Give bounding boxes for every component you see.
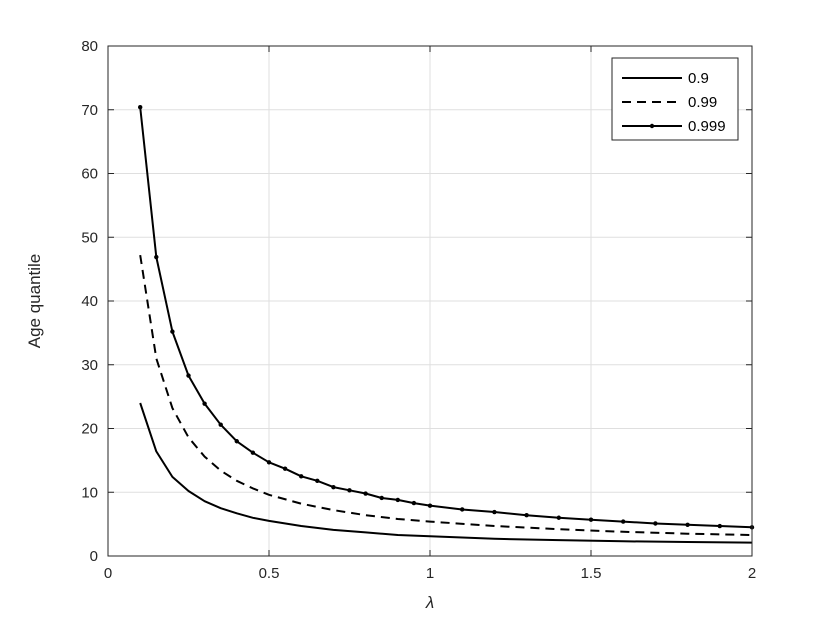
data-point	[154, 254, 159, 260]
legend-label: 0.999	[688, 118, 726, 135]
legend-label: 0.9	[688, 70, 709, 87]
y-tick-label: 80	[81, 38, 98, 55]
y-tick-label: 60	[81, 166, 98, 183]
data-point	[379, 495, 384, 501]
y-tick-label: 30	[81, 357, 98, 374]
data-point	[621, 519, 626, 524]
data-point	[427, 503, 433, 508]
y-tick-label: 10	[81, 484, 98, 501]
data-point	[411, 500, 417, 506]
data-point	[524, 513, 529, 518]
data-point	[186, 373, 191, 378]
data-point	[202, 401, 207, 406]
data-point	[363, 491, 368, 496]
y-tick-label: 50	[81, 229, 98, 246]
data-point	[492, 509, 497, 515]
data-point	[234, 439, 239, 444]
legend: 0.9 0.99 0.999	[611, 57, 739, 141]
y-tick-label: 0	[90, 548, 98, 565]
data-point	[588, 517, 594, 522]
axis-ticks	[107, 45, 753, 557]
data-point	[315, 478, 320, 483]
data-point	[460, 507, 465, 512]
data-point	[395, 497, 400, 503]
series-layer	[138, 105, 755, 544]
x-tick-label: 0	[104, 565, 112, 582]
data-point	[218, 422, 223, 427]
data-point	[556, 515, 561, 520]
x-tick-label: 1	[426, 565, 434, 582]
data-point	[717, 523, 722, 529]
data-point	[250, 450, 256, 455]
y-axis-label: Age quantile	[25, 254, 44, 349]
x-tick-label: 2	[748, 565, 756, 582]
legend-marker	[649, 123, 655, 129]
y-tick-label: 40	[81, 293, 98, 310]
x-tick-label: 1.5	[581, 565, 602, 582]
data-point	[653, 521, 658, 526]
data-point	[282, 466, 288, 471]
x-tick-label: 0.5	[259, 565, 280, 582]
data-point	[347, 488, 352, 493]
y-tick-label: 20	[81, 421, 98, 438]
series-line-0.9	[139, 402, 753, 544]
x-axis-label: λ	[425, 593, 434, 612]
data-point	[331, 484, 336, 490]
legend-label: 0.99	[688, 94, 717, 111]
data-point	[170, 329, 175, 334]
data-point	[138, 105, 143, 110]
data-point	[685, 522, 690, 527]
data-point	[299, 474, 304, 479]
data-point	[266, 460, 272, 465]
y-tick-label: 70	[81, 102, 98, 119]
